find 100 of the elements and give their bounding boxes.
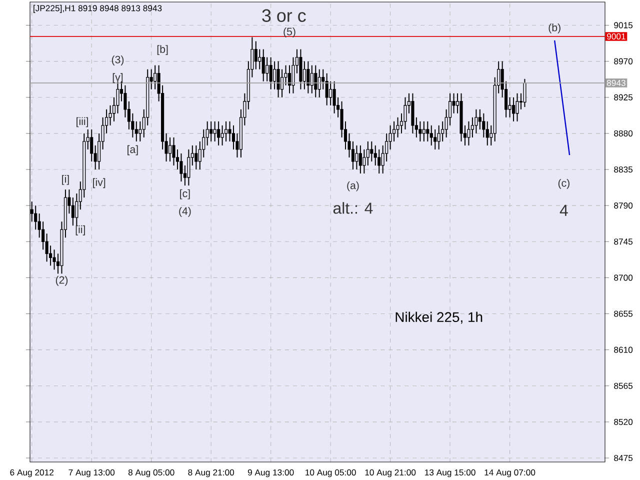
candlestick [422,120,426,142]
candlestick [362,148,366,174]
annotation: (c) [558,178,570,189]
candlestick [404,96,407,130]
chart-title: [JP225],H1 8919 8948 8913 8943 [34,4,162,13]
annotation: Nikkei 225, 1h [396,312,482,324]
annotation: [iii] [76,117,88,128]
candlestick [314,64,318,98]
candlestick [206,120,209,146]
x-tick-label: 7 Aug 13:00 [68,469,115,478]
annotation: [c] [180,189,190,200]
candlestick [45,233,48,262]
candlestick [418,120,422,142]
candlestick [71,197,74,226]
y-tick-label: 8970 [614,58,633,64]
candlestick [262,48,265,82]
y-tick-label: 8700 [614,274,633,281]
candlestick [269,56,272,90]
candlestick [134,120,138,142]
y-tick-label: 8790 [614,202,633,209]
x-tick-label: 6 Aug 2012 [10,469,54,478]
annotation: (4) [179,207,191,217]
candlestick [310,64,314,94]
ref-line-label: 9001 [607,33,626,40]
candlestick [370,140,374,162]
annotation: (2) [56,276,68,286]
candlestick [224,120,228,142]
candlestick [90,128,94,162]
candlestick [258,48,262,70]
candlestick [75,193,78,226]
candlestick [437,124,440,150]
ref-line-label: 8943 [606,80,626,86]
candlestick [172,136,176,166]
x-tick-label: 9 Aug 13:00 [248,469,294,478]
candlestick [351,140,354,170]
x-tick-label: 8 Aug 21:00 [188,469,234,478]
y-tick-label: 8655 [614,310,633,317]
candlestick [474,108,478,134]
y-tick-label: 8610 [614,346,633,353]
candlestick [254,40,258,70]
candlestick [288,64,292,94]
annotation: (a) [347,181,359,192]
candlestick [434,128,437,150]
candlestick [467,120,470,146]
candlestick [187,148,190,186]
candlestick [482,112,486,138]
annotation: [iv] [93,178,106,188]
annotation: 4 [560,204,568,216]
candlestick [523,78,526,108]
candlestick [329,80,332,106]
candlestick [325,72,328,106]
candlestick [302,60,306,90]
candlestick [280,68,284,98]
candlestick [220,124,224,146]
y-tick-label: 8925 [614,94,633,100]
candlestick [124,84,127,118]
candlestick [210,120,213,142]
y-tick-label: 9015 [614,22,633,28]
candlestick [486,120,489,146]
y-tick-label: 8745 [614,238,633,245]
candlestick [168,136,172,162]
annotation: [i] [62,174,69,185]
x-tick-label: 13 Aug 15:00 [425,469,476,478]
candlestick [332,80,336,114]
x-tick-label: 10 Aug 05:00 [306,469,356,478]
candlestick [355,144,358,170]
x-tick-label: 8 Aug 05:00 [128,469,174,478]
candlestick [52,249,56,270]
candlestick [273,60,276,90]
candlestick [388,124,392,150]
y-tick-label: 8880 [614,130,633,136]
annotation: (b) [548,23,560,34]
candlestick [34,205,38,230]
candlestick [194,144,198,170]
candlestick [217,120,220,146]
annotation: (3) [112,56,124,66]
candlestick [378,148,381,174]
candlestick [276,60,280,98]
candlestick [358,144,362,174]
annotation: (5) [284,27,296,38]
y-tick-label: 8565 [614,382,633,389]
candlestick [430,124,433,146]
candlestick [180,152,183,182]
annotation: [b] [157,45,168,56]
candlestick [138,120,142,142]
y-tick-label: 8520 [614,418,633,425]
annotation: [a] [128,145,138,156]
candlestick [366,140,370,166]
x-tick-label: 10 Aug 21:00 [365,469,416,478]
candlestick [516,92,519,122]
candlestick [154,64,157,90]
candlestick [213,120,216,142]
annotation: 3 or c [262,9,306,22]
annotation: alt.: 4 [333,202,373,214]
annotation: [v] [112,73,123,84]
y-tick-label: 8835 [614,166,633,173]
candlestick [318,68,321,98]
candlestick [452,92,456,114]
candlestick [306,60,310,94]
y-tick-label: 8475 [614,454,633,462]
